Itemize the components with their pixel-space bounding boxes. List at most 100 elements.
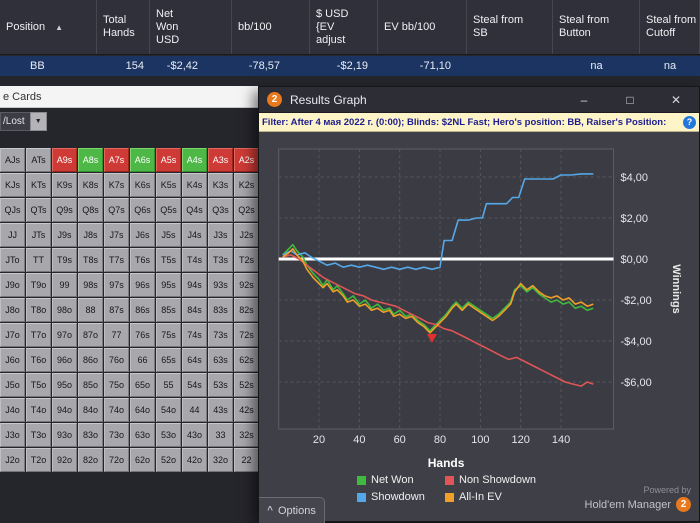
hand-cell-33[interactable]: 33 [208, 423, 233, 447]
hand-cell-JTs[interactable]: JTs [26, 223, 51, 247]
options-button[interactable]: ^ Options [259, 497, 325, 523]
hand-cell-64o[interactable]: 64o [130, 398, 155, 422]
hand-cell-53o[interactable]: 53o [156, 423, 181, 447]
hand-cell-A8s[interactable]: A8s [78, 148, 103, 172]
hand-cell-92o[interactable]: 92o [52, 448, 77, 472]
hand-cell-J9s[interactable]: J9s [52, 223, 77, 247]
hand-cell-84s[interactable]: 84s [182, 298, 207, 322]
hand-cell-Q3s[interactable]: Q3s [208, 198, 233, 222]
hand-cell-T9o[interactable]: T9o [26, 273, 51, 297]
hand-cell-TT[interactable]: TT [26, 248, 51, 272]
hand-cell-T3o[interactable]: T3o [26, 423, 51, 447]
hand-cell-97o[interactable]: 97o [52, 323, 77, 347]
minimize-button[interactable]: – [580, 92, 588, 107]
hand-cell-T5o[interactable]: T5o [26, 373, 51, 397]
maximize-button[interactable]: □ [626, 92, 634, 107]
hand-cell-94o[interactable]: 94o [52, 398, 77, 422]
hand-cell-86o[interactable]: 86o [78, 348, 103, 372]
hand-cell-A3s[interactable]: A3s [208, 148, 233, 172]
hand-cell-55[interactable]: 55 [156, 373, 181, 397]
hand-cell-42o[interactable]: 42o [182, 448, 207, 472]
hand-cell-43s[interactable]: 43s [208, 398, 233, 422]
hand-cell-J9o[interactable]: J9o [0, 273, 25, 297]
hand-cell-84o[interactable]: 84o [78, 398, 103, 422]
hand-cell-J4s[interactable]: J4s [182, 223, 207, 247]
hand-cell-94s[interactable]: 94s [182, 273, 207, 297]
hand-cell-A2s[interactable]: A2s [234, 148, 259, 172]
hand-cell-66[interactable]: 66 [130, 348, 155, 372]
hand-cell-82o[interactable]: 82o [78, 448, 103, 472]
hand-cell-83o[interactable]: 83o [78, 423, 103, 447]
hand-cell-96o[interactable]: 96o [52, 348, 77, 372]
close-button[interactable]: ✕ [670, 92, 682, 107]
hand-cell-Q7s[interactable]: Q7s [104, 198, 129, 222]
hand-cell-62s[interactable]: 62s [234, 348, 259, 372]
hand-cell-T8o[interactable]: T8o [26, 298, 51, 322]
hand-cell-K5s[interactable]: K5s [156, 173, 181, 197]
hand-cell-A7s[interactable]: A7s [104, 148, 129, 172]
hand-cell-54o[interactable]: 54o [156, 398, 181, 422]
hand-cell-63s[interactable]: 63s [208, 348, 233, 372]
hand-cell-74s[interactable]: 74s [182, 323, 207, 347]
window-titlebar[interactable]: 2 Results Graph – □ ✕ [259, 87, 699, 113]
hand-cell-98s[interactable]: 98s [78, 273, 103, 297]
hand-cell-JTo[interactable]: JTo [0, 248, 25, 272]
hand-cell-44[interactable]: 44 [182, 398, 207, 422]
hand-cell-99[interactable]: 99 [52, 273, 77, 297]
hand-cell-72s[interactable]: 72s [234, 323, 259, 347]
hand-cell-QTs[interactable]: QTs [26, 198, 51, 222]
hand-cell-75o[interactable]: 75o [104, 373, 129, 397]
hand-cell-82s[interactable]: 82s [234, 298, 259, 322]
hand-cell-87s[interactable]: 87s [104, 298, 129, 322]
col-header-5[interactable]: EV bb/100 [378, 0, 467, 54]
hand-cell-K2s[interactable]: K2s [234, 173, 259, 197]
hand-cell-J7o[interactable]: J7o [0, 323, 25, 347]
hand-cell-85o[interactable]: 85o [78, 373, 103, 397]
hand-cell-95s[interactable]: 95s [156, 273, 181, 297]
hand-cell-T3s[interactable]: T3s [208, 248, 233, 272]
hand-cell-J5o[interactable]: J5o [0, 373, 25, 397]
hand-cell-76o[interactable]: 76o [104, 348, 129, 372]
hand-cell-T2s[interactable]: T2s [234, 248, 259, 272]
hand-cell-93o[interactable]: 93o [52, 423, 77, 447]
hand-cell-93s[interactable]: 93s [208, 273, 233, 297]
hand-cell-J6o[interactable]: J6o [0, 348, 25, 372]
hand-cell-64s[interactable]: 64s [182, 348, 207, 372]
col-header-1[interactable]: Total Hands [97, 0, 150, 54]
hand-cell-76s[interactable]: 76s [130, 323, 155, 347]
hand-cell-AJs[interactable]: AJs [0, 148, 25, 172]
hand-cell-K8s[interactable]: K8s [78, 173, 103, 197]
won-lost-dropdown[interactable]: /Lost ▼ [0, 112, 47, 131]
hand-cell-K3s[interactable]: K3s [208, 173, 233, 197]
hand-cell-A6s[interactable]: A6s [130, 148, 155, 172]
hand-cell-J6s[interactable]: J6s [130, 223, 155, 247]
hand-cell-T7s[interactable]: T7s [104, 248, 129, 272]
hand-cell-K9s[interactable]: K9s [52, 173, 77, 197]
hand-cell-T6s[interactable]: T6s [130, 248, 155, 272]
hand-cell-J2o[interactable]: J2o [0, 448, 25, 472]
hand-cell-98o[interactable]: 98o [52, 298, 77, 322]
hand-cell-65o[interactable]: 65o [130, 373, 155, 397]
hand-cell-T4s[interactable]: T4s [182, 248, 207, 272]
hand-cell-JJ[interactable]: JJ [0, 223, 25, 247]
hand-cell-T8s[interactable]: T8s [78, 248, 103, 272]
hand-cell-53s[interactable]: 53s [208, 373, 233, 397]
hand-cell-88[interactable]: 88 [78, 298, 103, 322]
hand-cell-J3o[interactable]: J3o [0, 423, 25, 447]
hand-cell-72o[interactable]: 72o [104, 448, 129, 472]
hand-cell-52o[interactable]: 52o [156, 448, 181, 472]
hand-cell-62o[interactable]: 62o [130, 448, 155, 472]
hand-cell-KTs[interactable]: KTs [26, 173, 51, 197]
hand-cell-J2s[interactable]: J2s [234, 223, 259, 247]
hand-cell-97s[interactable]: 97s [104, 273, 129, 297]
hand-cell-77[interactable]: 77 [104, 323, 129, 347]
hand-cell-T6o[interactable]: T6o [26, 348, 51, 372]
hand-cell-A9s[interactable]: A9s [52, 148, 77, 172]
hand-cell-42s[interactable]: 42s [234, 398, 259, 422]
hand-cell-K4s[interactable]: K4s [182, 173, 207, 197]
hand-cell-85s[interactable]: 85s [156, 298, 181, 322]
hand-cell-ATs[interactable]: ATs [26, 148, 51, 172]
hand-cell-32o[interactable]: 32o [208, 448, 233, 472]
hand-cell-73o[interactable]: 73o [104, 423, 129, 447]
hand-cell-A5s[interactable]: A5s [156, 148, 181, 172]
